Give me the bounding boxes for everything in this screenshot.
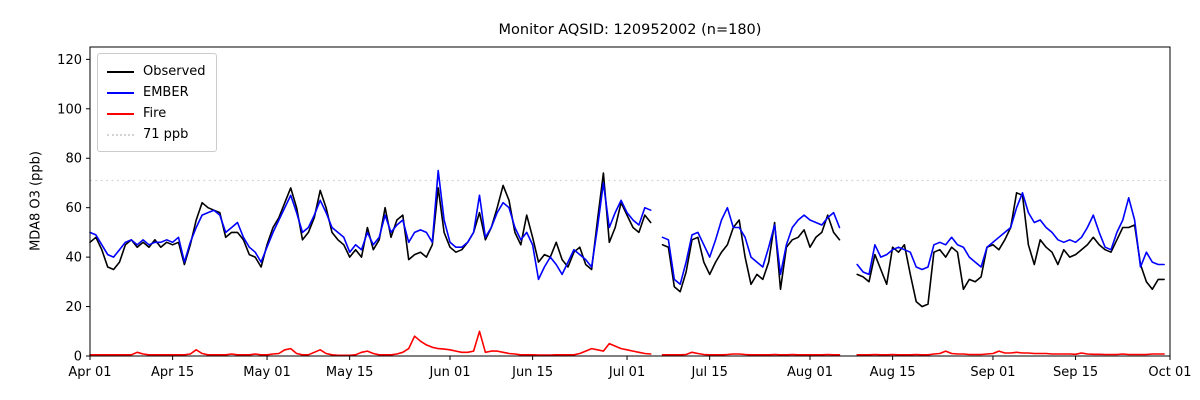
x-tick-label: May 15 [326,365,374,380]
legend-item-fire: Fire [107,103,206,124]
series-fire [89,330,1165,357]
x-tick-label: Jun 01 [429,365,471,380]
y-tick-label: 0 [74,350,82,365]
y-tick-label: 120 [57,53,82,68]
y-tick-label: 60 [65,201,82,216]
y-tick-label: 80 [65,152,82,167]
legend-line-sample [107,91,134,94]
x-tick-label: Jul 01 [608,365,645,380]
x-tick-label: Apr 15 [151,365,194,380]
legend-line-sample [107,70,134,73]
legend-item-observed: Observed [107,61,206,82]
y-tick-label: 40 [65,251,82,266]
legend-line-sample [107,133,134,136]
x-tick-label: Oct 01 [1148,365,1191,380]
x-tick-label: Aug 01 [787,365,833,380]
y-tick-label: 20 [65,300,82,315]
x-tick-label: Aug 15 [870,365,916,380]
x-tick-label: Sep 01 [970,365,1015,380]
legend-label: EMBER [143,85,189,100]
legend: Observed EMBER Fire 71 ppb [97,53,217,152]
legend-label: Fire [143,106,167,121]
x-tick-label: Sep 15 [1053,365,1098,380]
legend-label: Observed [143,64,206,79]
x-tick-label: Jun 15 [511,365,553,380]
x-tick-label: Apr 01 [68,365,111,380]
legend-item-71-ppb: 71 ppb [107,124,206,145]
legend-line-sample [107,112,134,115]
plot-frame [89,46,1171,357]
x-tick-label: May 01 [243,365,291,380]
series-observed [89,172,1165,308]
y-tick-label: 100 [57,102,82,117]
chart-title: Monitor AQSID: 120952002 (n=180) [498,22,762,38]
series-ember [89,169,1165,286]
legend-label: 71 ppb [143,127,189,142]
legend-item-ember: EMBER [107,82,206,103]
x-tick-label: Jul 15 [690,365,727,380]
